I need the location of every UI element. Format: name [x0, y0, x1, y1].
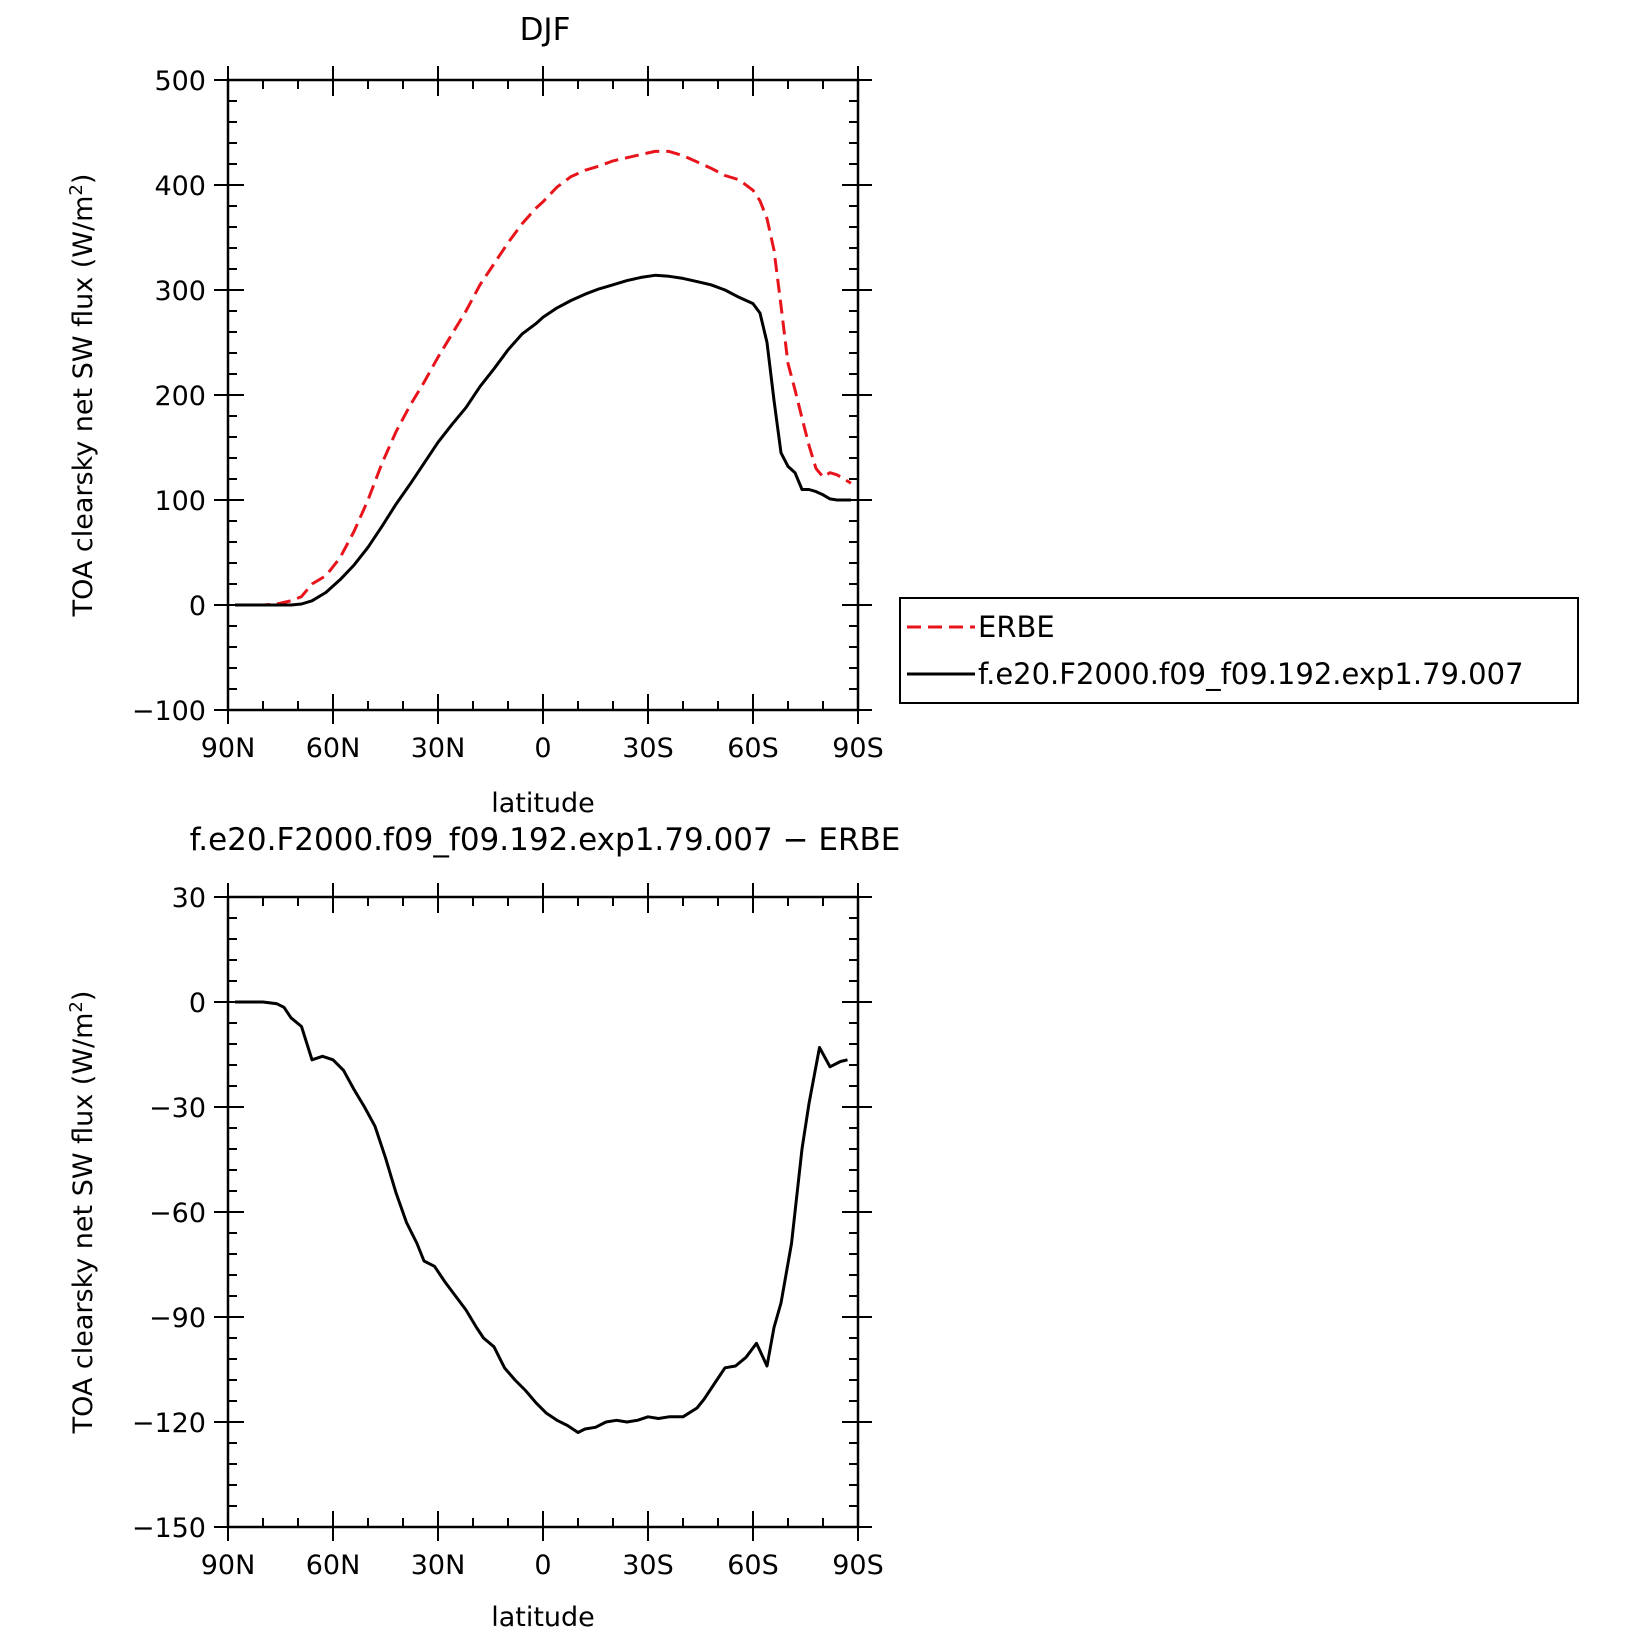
- y-tick-label: 400: [154, 171, 206, 202]
- y-tick-label: 30: [172, 883, 206, 914]
- x-tick-label: 90N: [201, 733, 256, 764]
- top-y-tick-labels: −100 0 100 200 300 400 500: [132, 66, 206, 727]
- bottom-y-axis-title: TOA clearsky net SW flux (W/m2): [66, 991, 100, 1435]
- series-line-erbe: [235, 149, 852, 607]
- legend: ERBE f.e20.F2000.f09_f09.192.exp1.79.007: [899, 597, 1579, 704]
- top-series-group: [235, 149, 852, 607]
- x-tick-label: 90S: [832, 1550, 884, 1581]
- bottom-panel-title: f.e20.F2000.f09_f09.192.exp1.79.007 − ER…: [190, 822, 901, 858]
- bottom-panel: f.e20.F2000.f09_f09.192.exp1.79.007 − ER…: [66, 822, 901, 1630]
- x-tick-label: 90N: [201, 1550, 256, 1581]
- x-tick-label: 90S: [832, 733, 884, 764]
- bottom-ticks: [214, 883, 872, 1541]
- x-tick-label: 60S: [727, 733, 779, 764]
- y-tick-label: −60: [149, 1198, 206, 1229]
- series-line-difference: [235, 1000, 848, 1434]
- bottom-x-axis-title: latitude: [491, 1602, 595, 1630]
- x-tick-label: 60N: [306, 1550, 361, 1581]
- top-y-axis-title: TOA clearsky net SW flux (W/m2): [66, 174, 100, 618]
- top-ticks: [214, 66, 872, 724]
- y-tick-label: −150: [132, 1513, 206, 1544]
- top-plot-frame: [226, 78, 860, 712]
- x-tick-label: 0: [534, 1550, 551, 1581]
- x-tick-label: 60S: [727, 1550, 779, 1581]
- x-tick-label: 30S: [622, 1550, 674, 1581]
- x-tick-label: 0: [534, 733, 551, 764]
- y-tick-label: 100: [154, 486, 206, 517]
- y-tick-label: 500: [154, 66, 206, 97]
- y-tick-label: 300: [154, 276, 206, 307]
- legend-box: [899, 597, 1579, 704]
- y-tick-label: 200: [154, 381, 206, 412]
- top-panel-title: DJF: [520, 12, 571, 48]
- top-panel: DJF 90N 60N 30N 0 30S 60S 90S −100 0 100 200 300 40…: [66, 12, 884, 819]
- top-x-axis-title: latitude: [491, 788, 595, 819]
- y-tick-label: 0: [189, 591, 206, 622]
- legend-label-erbe: ERBE: [978, 610, 1055, 644]
- top-x-tick-labels: 90N 60N 30N 0 30S 60S 90S: [201, 733, 884, 764]
- y-tick-label: −90: [149, 1303, 206, 1334]
- bottom-plot-frame: [226, 895, 860, 1529]
- x-tick-label: 60N: [306, 733, 361, 764]
- legend-label-model: f.e20.F2000.f09_f09.192.exp1.79.007: [978, 657, 1524, 691]
- y-tick-label: −120: [132, 1408, 206, 1439]
- bottom-y-tick-labels: −150 −120 −90 −60 −30 0 30: [132, 883, 206, 1544]
- y-tick-label: 0: [189, 988, 206, 1019]
- bottom-x-tick-labels: 90N 60N 30N 0 30S 60S 90S: [201, 1550, 884, 1581]
- x-tick-label: 30N: [411, 1550, 466, 1581]
- y-tick-label: −30: [149, 1093, 206, 1124]
- x-tick-label: 30S: [622, 733, 674, 764]
- y-tick-label: −100: [132, 696, 206, 727]
- bottom-series-group: [235, 1000, 848, 1434]
- series-line-model: [235, 273, 851, 607]
- x-tick-label: 30N: [411, 733, 466, 764]
